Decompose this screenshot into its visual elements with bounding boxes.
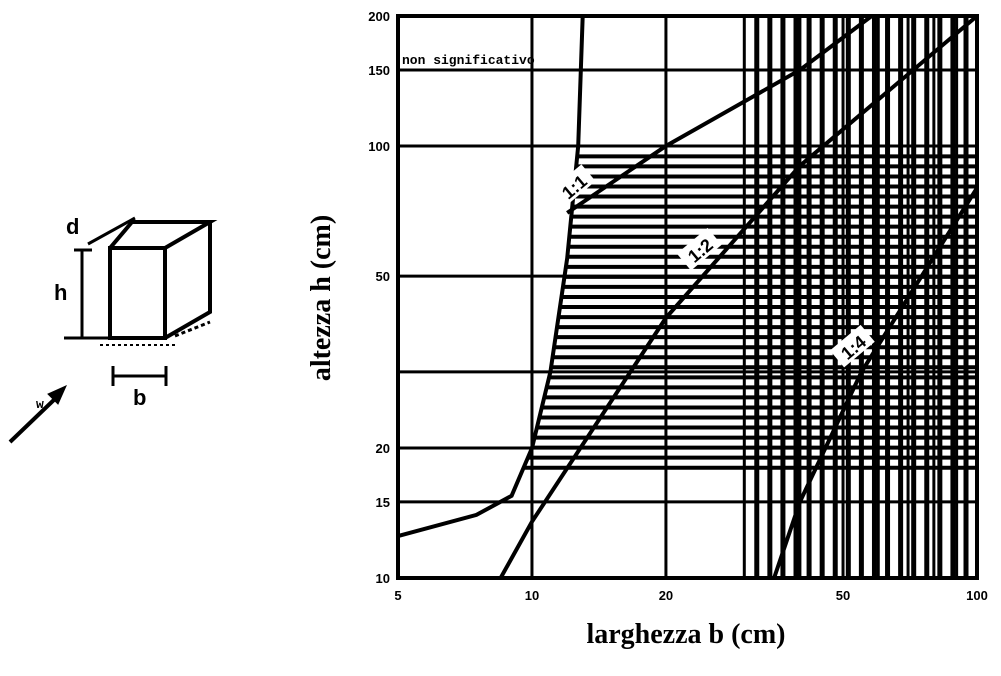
b-label: b bbox=[133, 385, 146, 410]
plot-frame bbox=[396, 14, 979, 580]
curve-label-bg bbox=[676, 227, 722, 271]
curve-1-1 bbox=[566, 14, 873, 215]
wind-label: w bbox=[36, 397, 44, 412]
d-dimension-line bbox=[87, 216, 136, 246]
x-tick-label: 20 bbox=[659, 588, 673, 603]
region-label: non significativo bbox=[402, 53, 535, 68]
box-figure bbox=[64, 216, 218, 386]
x-tick-label: 50 bbox=[836, 588, 850, 603]
y-tick-label: 50 bbox=[376, 269, 390, 284]
box-side-face bbox=[163, 222, 212, 340]
curve-1-4 bbox=[772, 186, 979, 579]
x-tick-label: 10 bbox=[525, 588, 539, 603]
curve-boundary bbox=[397, 15, 585, 539]
curves bbox=[397, 14, 979, 579]
y-tick-label: 10 bbox=[376, 571, 390, 586]
d-label: d bbox=[66, 214, 79, 239]
depth-dimension-line bbox=[174, 320, 211, 338]
hatching-vertical bbox=[754, 16, 969, 578]
box-front-face bbox=[108, 246, 167, 340]
curve-label-bg bbox=[829, 324, 875, 368]
y-axis-title: altezza h (cm) bbox=[306, 215, 337, 381]
y-tick-labels: 10 15 20 50 100 150 200 bbox=[368, 9, 390, 586]
curve-label-bg bbox=[550, 164, 596, 207]
grid bbox=[398, 16, 977, 578]
x-tick-labels: 5 10 20 50 100 bbox=[394, 588, 987, 603]
y-tick-label: 15 bbox=[376, 495, 390, 510]
x-tick-label: 5 bbox=[394, 588, 401, 603]
y-tick-label: 200 bbox=[368, 9, 390, 24]
box-top-face bbox=[108, 220, 218, 250]
wind-arrow bbox=[8, 385, 67, 444]
y-tick-label: 150 bbox=[368, 63, 390, 78]
x-axis-title: larghezza b (cm) bbox=[586, 619, 785, 650]
x-tick-label: 100 bbox=[966, 588, 988, 603]
y-tick-label: 100 bbox=[368, 139, 390, 154]
y-tick-label: 20 bbox=[376, 441, 390, 456]
curve-1-2 bbox=[498, 14, 979, 579]
h-label: h bbox=[54, 280, 67, 305]
